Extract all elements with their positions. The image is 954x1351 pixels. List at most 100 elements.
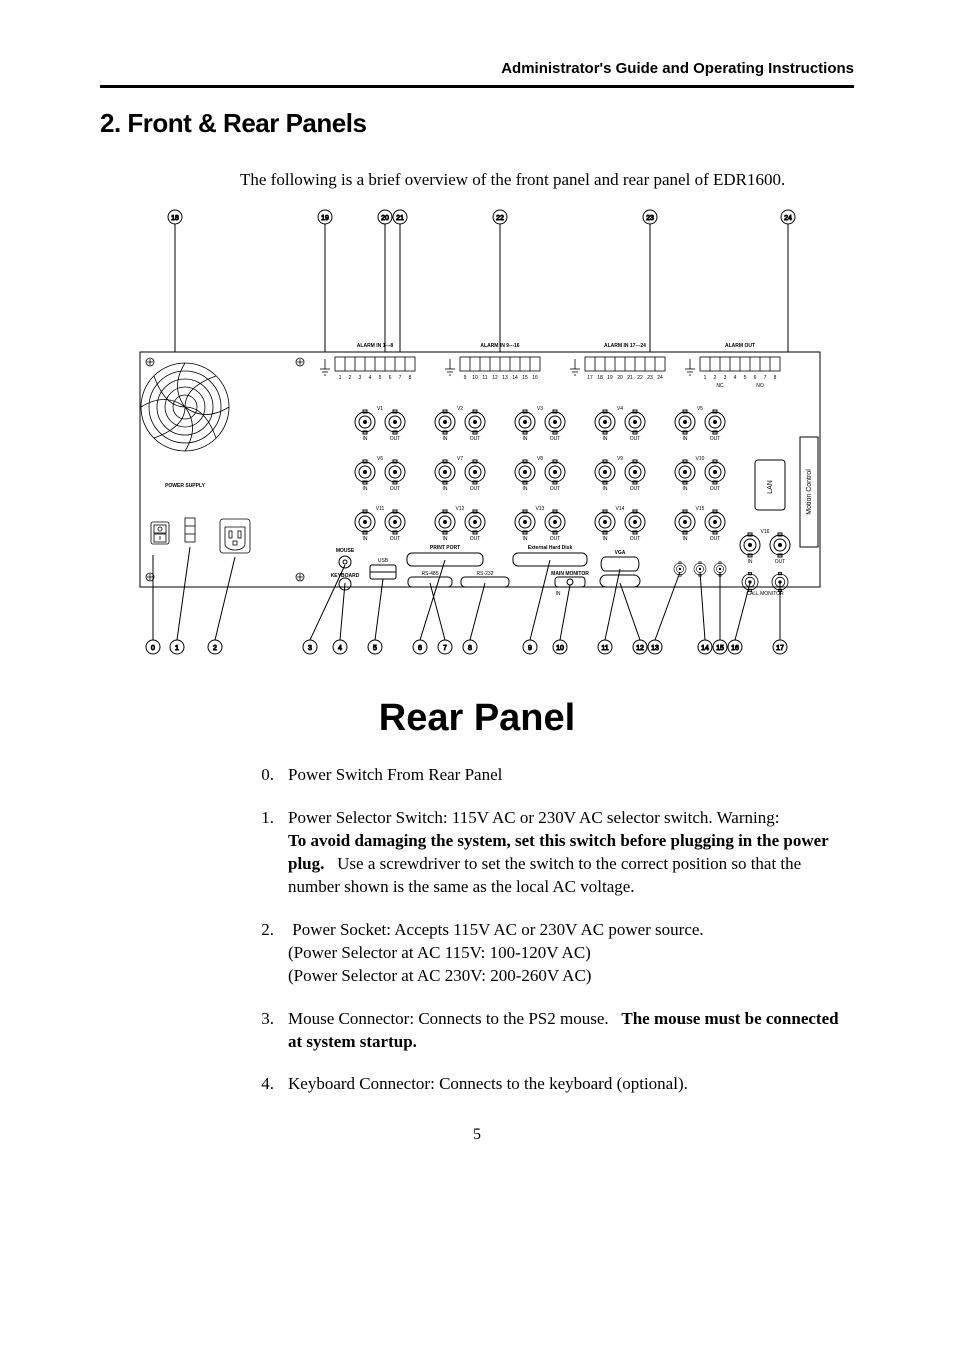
svg-text:V4: V4 [617, 406, 623, 412]
svg-text:9: 9 [528, 645, 532, 652]
svg-text:18: 18 [597, 375, 603, 381]
figure-caption: Rear Panel [100, 697, 854, 740]
call-monitor-label: CALL MONITOR [746, 591, 784, 597]
svg-text:12: 12 [636, 645, 644, 652]
svg-text:5: 5 [373, 645, 377, 652]
legend-item-0: 0. Power Switch From Rear Panel [240, 764, 854, 787]
svg-text:4: 4 [338, 645, 342, 652]
legend-item-number: 0. [240, 764, 288, 787]
svg-text:V7: V7 [457, 456, 463, 462]
svg-text:16: 16 [532, 375, 538, 381]
svg-text:IN: IN [683, 536, 688, 542]
svg-text:0: 0 [151, 645, 155, 652]
svg-text:11: 11 [482, 375, 487, 381]
svg-text:4: 4 [734, 375, 737, 381]
legend-item-number: 2. [240, 919, 288, 988]
svg-text:3: 3 [308, 645, 312, 652]
svg-text:IN: IN [523, 436, 528, 442]
svg-text:IN: IN [556, 591, 561, 597]
callout-22-label: 22 [496, 215, 504, 222]
legend-item-4: 4. Keyboard Connector: Connects to the k… [240, 1073, 854, 1096]
callout-18-label: 18 [171, 215, 179, 222]
svg-text:IN: IN [683, 486, 688, 492]
svg-text:22: 22 [637, 375, 643, 381]
svg-text:10: 10 [556, 645, 564, 652]
svg-text:10: 10 [472, 375, 478, 381]
header-divider [100, 85, 854, 88]
svg-text:21: 21 [627, 375, 633, 381]
callout-20-label: 20 [381, 215, 389, 222]
svg-text:IN: IN [683, 436, 688, 442]
svg-text:16: 16 [731, 645, 739, 652]
svg-text:OUT: OUT [470, 436, 481, 442]
page-number: 5 [100, 1126, 854, 1144]
svg-text:V9: V9 [617, 456, 623, 462]
svg-text:15: 15 [716, 645, 724, 652]
legend-item-text: Power Selector Switch: 115V AC or 230V A… [288, 807, 854, 899]
svg-text:IN: IN [363, 536, 368, 542]
svg-text:OUT: OUT [630, 536, 641, 542]
svg-text:17: 17 [587, 375, 593, 381]
svg-text:6: 6 [754, 375, 757, 381]
svg-text:OUT: OUT [390, 536, 401, 542]
running-header: Administrator's Guide and Operating Inst… [100, 60, 854, 85]
svg-text:12: 12 [492, 375, 498, 381]
svg-text:OUT: OUT [550, 536, 561, 542]
svg-text:V8: V8 [537, 456, 543, 462]
svg-text:IN: IN [363, 486, 368, 492]
svg-text:IN: IN [443, 486, 448, 492]
legend-item-1: 1. Power Selector Switch: 115V AC or 230… [240, 807, 854, 899]
svg-text:NC: NC [716, 383, 724, 389]
svg-text:V5: V5 [697, 406, 703, 412]
external-hd-label: External Hard Disk [528, 545, 573, 551]
svg-text:OUT: OUT [550, 436, 561, 442]
svg-text:OUT: OUT [470, 486, 481, 492]
svg-text:19: 19 [607, 375, 613, 381]
vga-label: VGA [615, 550, 626, 556]
svg-text:V15: V15 [696, 506, 705, 512]
legend-item-number: 1. [240, 807, 288, 899]
alarm-out-label: ALARM OUT [725, 343, 755, 349]
svg-text:5: 5 [379, 375, 382, 381]
svg-text:7: 7 [764, 375, 767, 381]
svg-text:3: 3 [724, 375, 727, 381]
svg-text:2: 2 [213, 645, 217, 652]
usb-label: USB [378, 558, 389, 564]
svg-text:IN: IN [523, 486, 528, 492]
svg-text:IN: IN [443, 536, 448, 542]
svg-text:IN: IN [748, 559, 753, 565]
svg-text:OUT: OUT [390, 486, 401, 492]
legend-item-text: Power Socket: Accepts 115V AC or 230V AC… [288, 919, 854, 988]
svg-text:NO: NO [756, 383, 764, 389]
svg-text:24: 24 [657, 375, 663, 381]
power-supply-label: POWER SUPPLY [165, 483, 205, 489]
callout-19-label: 19 [321, 215, 329, 222]
alarm-in-17-24-label: ALARM IN 17---24 [604, 343, 646, 349]
svg-text:OUT: OUT [710, 486, 721, 492]
svg-text:2: 2 [349, 375, 352, 381]
svg-text:23: 23 [647, 375, 653, 381]
svg-text:OUT: OUT [630, 436, 641, 442]
svg-text:7: 7 [443, 645, 447, 652]
svg-text:IN: IN [523, 536, 528, 542]
svg-text:V6: V6 [377, 456, 383, 462]
legend-item-number: 4. [240, 1073, 288, 1096]
svg-text:1: 1 [175, 645, 179, 652]
svg-text:15: 15 [522, 375, 528, 381]
intro-paragraph: The following is a brief overview of the… [240, 169, 854, 191]
legend-item-3: 3. Mouse Connector: Connects to the PS2 … [240, 1008, 854, 1054]
svg-text:V2: V2 [457, 406, 463, 412]
svg-text:1: 1 [339, 375, 342, 381]
svg-text:V13: V13 [536, 506, 545, 512]
svg-text:V16: V16 [761, 529, 770, 535]
svg-text:IN: IN [363, 436, 368, 442]
svg-text:OUT: OUT [710, 536, 721, 542]
svg-text:2: 2 [714, 375, 717, 381]
section-title: 2. Front & Rear Panels [100, 108, 854, 139]
svg-text:IN: IN [603, 536, 608, 542]
svg-text:OUT: OUT [470, 536, 481, 542]
legend-item-text: Power Switch From Rear Panel [288, 764, 854, 787]
legend-item-text: Mouse Connector: Connects to the PS2 mou… [288, 1008, 854, 1054]
alarm-in-9-16-label: ALARM IN 9---16 [480, 343, 519, 349]
main-monitor-label: MAIN MONITOR [551, 571, 589, 577]
